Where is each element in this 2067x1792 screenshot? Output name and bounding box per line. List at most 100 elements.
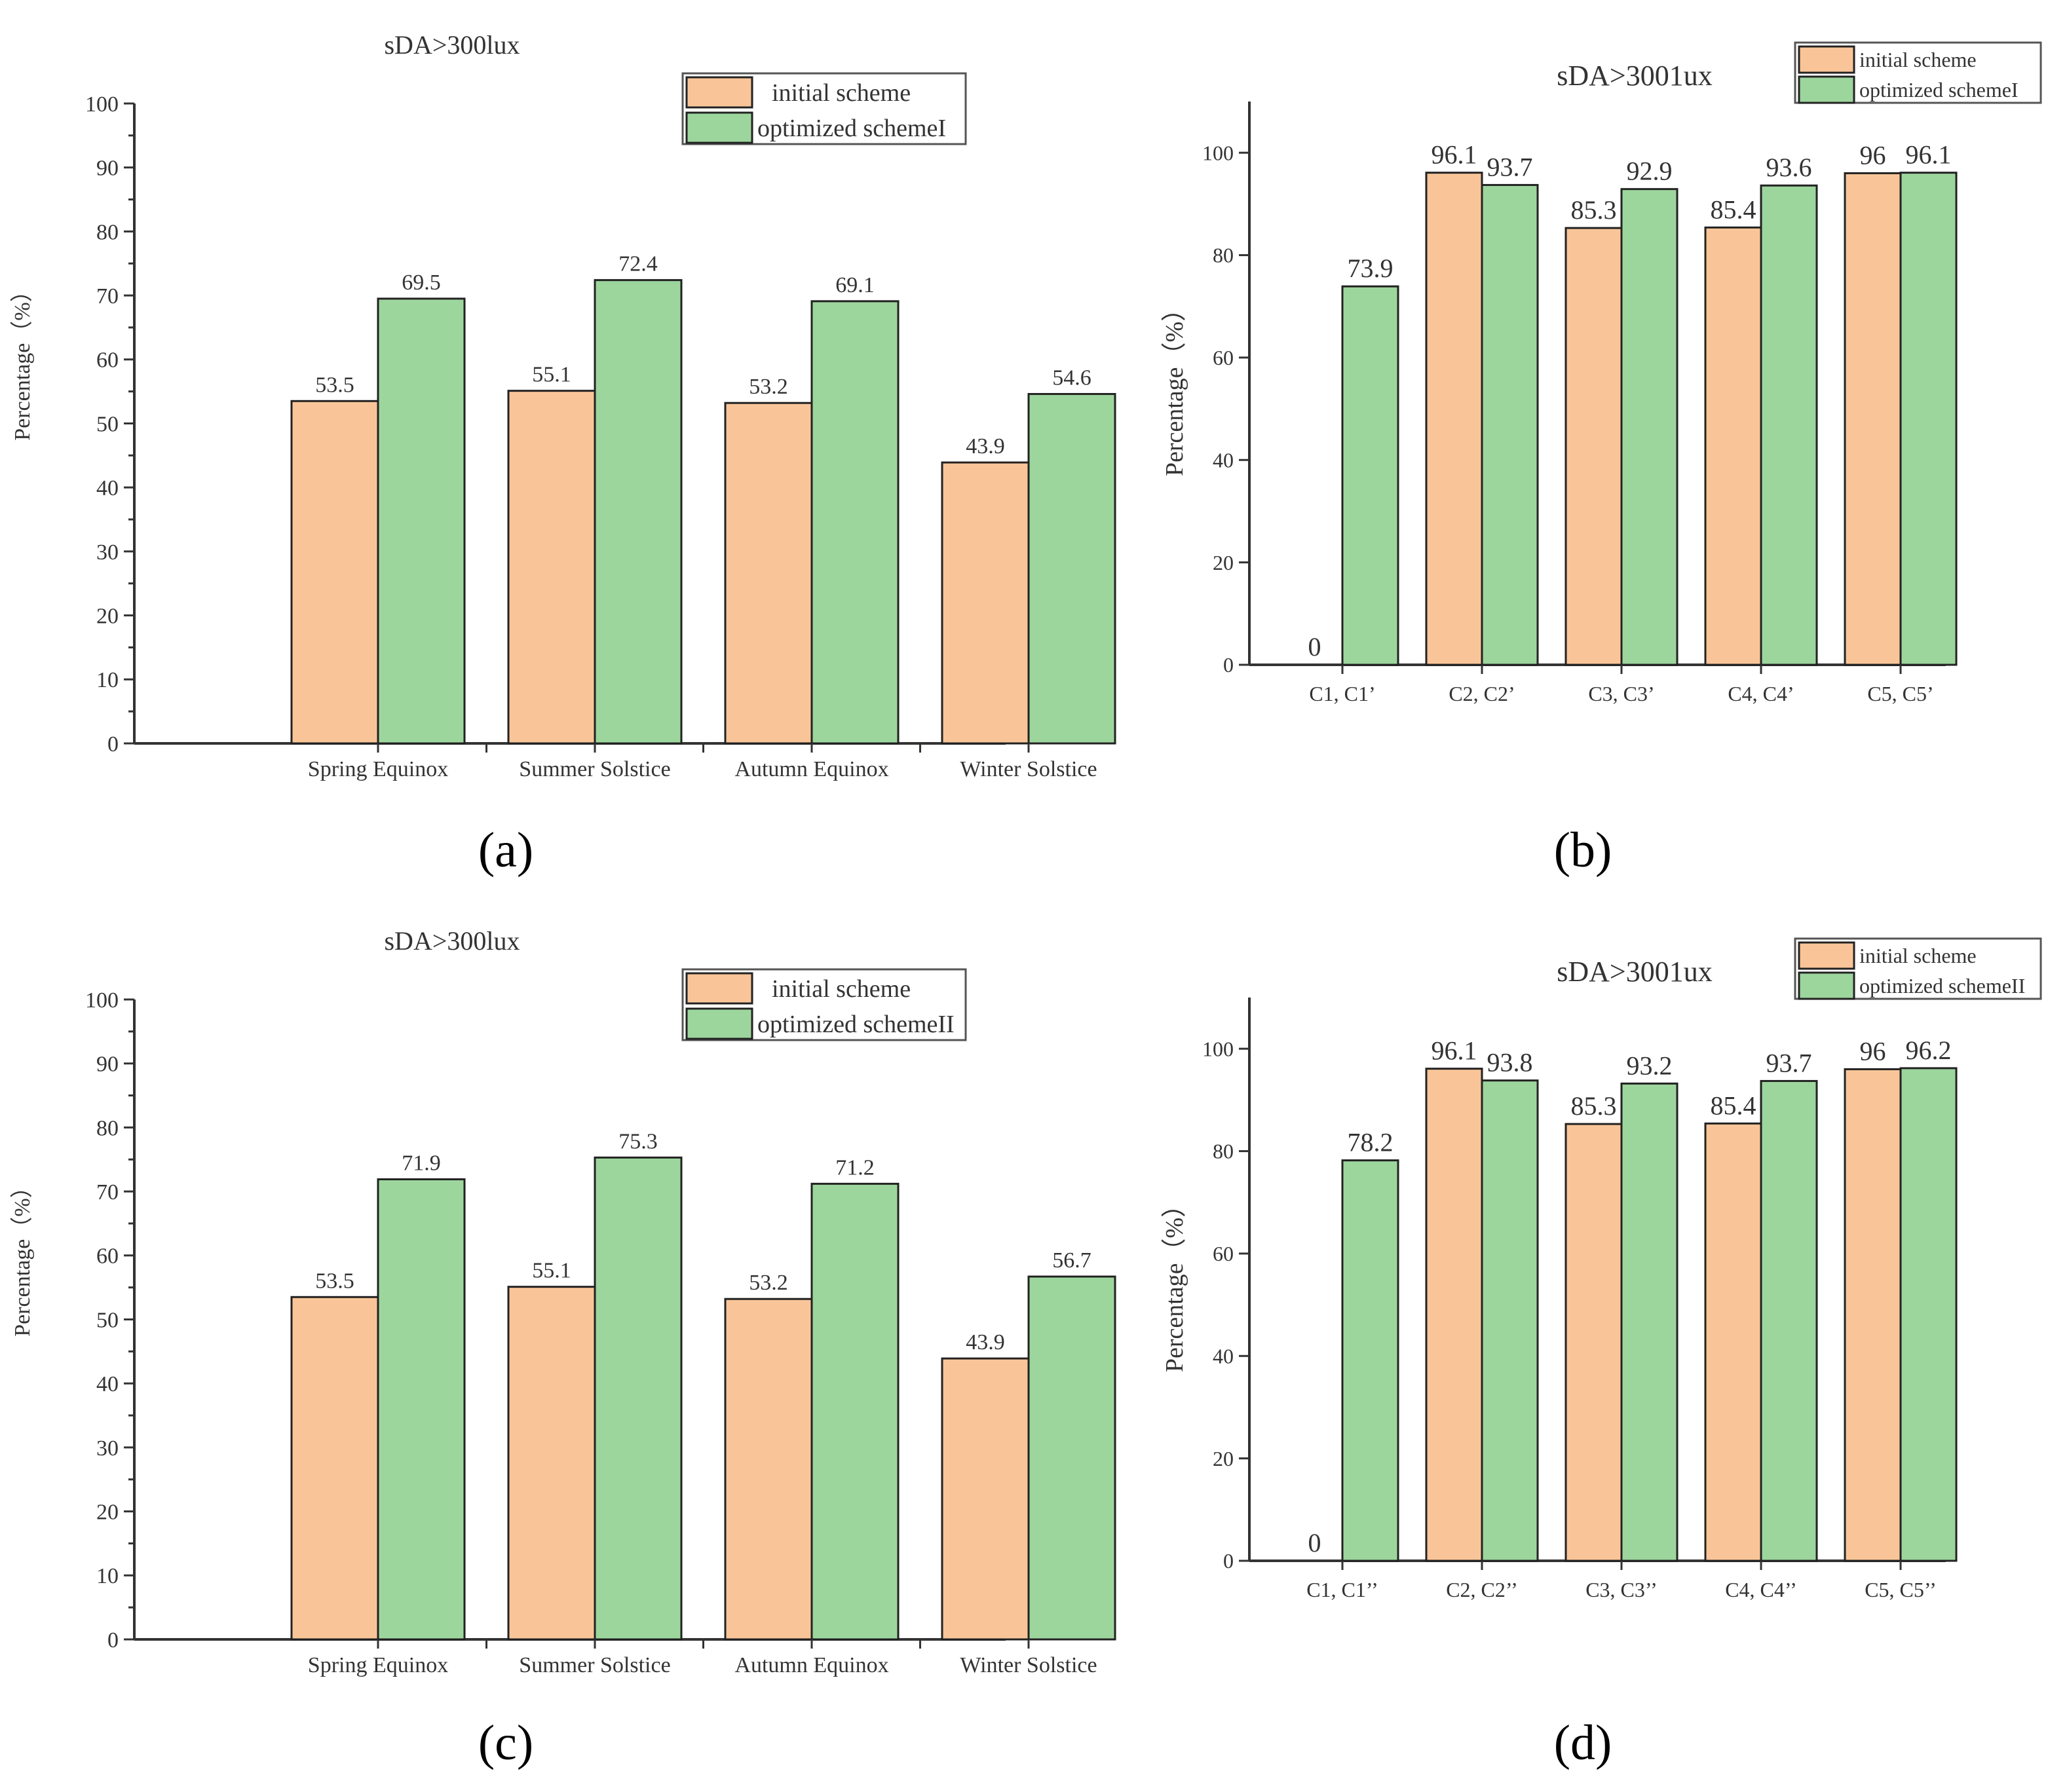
chart-c-legend-label: initial scheme [772,975,911,1003]
chart-c-ytick-label: 10 [96,1564,119,1588]
chart-b-legend-label: optimized schemeI [1859,78,2019,102]
chart-b-bar-optimized-3 [1620,188,1678,666]
chart-c-bar-initial-4 [941,1357,1030,1641]
chart-a-legend-swatch-initial [685,76,753,109]
chart-c-value-label: 75.3 [618,1129,658,1153]
chart-d-bar-initial-4 [1704,1122,1762,1562]
chart-a-value-label: 72.4 [618,252,658,276]
chart-a-value-label: 55.1 [532,363,571,387]
chart-a-legend-swatch-optimized [685,111,753,144]
chart-a-ylabel: Percentage（%） [10,280,35,440]
chart-c-value-label: 55.1 [532,1259,571,1283]
chart-a-title: sDA>300lux [384,30,520,60]
chart-c-bar-optimized-4 [1027,1275,1116,1641]
chart-b-value-label: 93.6 [1766,153,1812,182]
chart-a-ytick-label: 30 [96,540,119,565]
chart-panel-b: sDA>3001ux Percentage（%） 0 20 40 60 80 100 0 73.9… [1035,0,2067,896]
chart-c-legend-swatch-optimized [685,1007,753,1040]
chart-a-ytick-label: 60 [96,348,119,373]
chart-a-ytick-label: 90 [96,157,119,181]
chart-d-legend-label: initial scheme [1859,944,1977,967]
chart-a-ytick-label: 40 [96,476,119,500]
panel-label-a: (a) [478,823,534,878]
chart-c-ytick-label: 90 [96,1053,119,1077]
chart-d-value-label: 85.4 [1711,1091,1756,1120]
chart-b-ytick-label: 40 [1213,448,1234,472]
chart-a-bar-initial-3 [724,401,813,745]
chart-a-category-label: Autumn Equinox [734,757,888,781]
chart-b-bar-optimized-1 [1341,285,1399,666]
chart-c-value-label: 53.2 [749,1271,788,1295]
chart-c-ytick-label: 0 [107,1628,119,1652]
chart-d-ytick-label: 20 [1213,1447,1234,1470]
chart-b: sDA>3001ux Percentage（%） 0 20 40 60 80 100 0 73.9… [1161,41,2042,705]
chart-c-legend-swatch-initial [685,972,753,1005]
chart-panel-c: sDA>300lux Percentage（%） 0 10 20 30 40 50 60 70 80… [0,896,1116,1792]
chart-b-value-label: 92.9 [1627,157,1673,186]
chart-b-category-label: C5, C5’ [1867,682,1933,705]
chart-a-ytick-label: 50 [96,412,119,436]
chart-b-value-label: 96.1 [1432,140,1477,170]
chart-a-bar-initial-4 [941,461,1030,745]
chart-d-ytick-label: 80 [1213,1140,1234,1163]
chart-a-ytick-label: 80 [96,220,119,244]
chart-b-category-label: C3, C3’ [1588,682,1654,705]
chart-b-bar-optimized-4 [1760,184,1818,666]
chart-b-bar-initial-4 [1704,226,1762,666]
chart-a-category-label: Summer Solstice [519,757,670,781]
chart-b-value-label: 93.7 [1487,152,1533,181]
chart-c: sDA>300lux Percentage（%） 0 10 20 30 40 50 60 70 80… [10,926,1116,1677]
chart-a-value-label: 53.5 [315,373,354,397]
chart-a-value-label: 54.6 [1052,366,1091,390]
chart-d-value-label: 96 [1860,1036,1886,1066]
chart-d-ytick-label: 60 [1213,1242,1234,1265]
chart-d-title: sDA>3001ux [1557,956,1713,988]
chart-d-value-label: 85.3 [1571,1091,1617,1121]
chart-d-bar-optimized-3 [1620,1082,1678,1562]
chart-d-legend-swatch-optimized [1798,971,1855,1000]
chart-c-bar-initial-1 [290,1296,379,1641]
chart-c-bar-initial-2 [507,1286,596,1641]
chart-b-value-label: 73.9 [1348,253,1394,283]
chart-b-category-label: C2, C2’ [1449,682,1515,705]
chart-d-ytick-label: 0 [1223,1549,1234,1573]
chart-a-legend-label: initial scheme [772,79,911,107]
chart-c-ytick-label: 70 [96,1180,119,1204]
chart-b-ytick-label: 60 [1213,346,1234,369]
chart-b-value-label: 0 [1308,632,1321,662]
chart-b-legend-swatch-initial [1798,45,1855,74]
chart-b-legend-swatch-optimized [1798,75,1855,104]
chart-d-value-label: 78.2 [1348,1128,1394,1157]
chart-a-category-label: Winter Solstice [960,757,1097,781]
chart-a-value-label: 69.5 [402,271,441,295]
chart-a-ytick-label: 0 [107,732,119,756]
chart-d-ylabel: Percentage（%） [1161,1193,1188,1372]
chart-b-category-label: C4, C4’ [1728,682,1794,705]
chart-b-bar-initial-3 [1564,227,1623,666]
chart-c-value-label: 53.5 [315,1269,354,1293]
chart-a-ytick-label: 20 [96,605,119,629]
chart-d-bar-optimized-5 [1899,1067,1958,1562]
chart-a-bar-initial-2 [507,390,596,745]
chart-c-ytick-label: 60 [96,1244,119,1269]
chart-d-bar-initial-3 [1564,1123,1623,1562]
chart-b-ytick-label: 80 [1213,244,1234,267]
panel-label-c: (c) [478,1715,534,1770]
chart-b-value-label: 96.1 [1906,140,1952,170]
chart-a-bar-optimized-2 [594,279,683,745]
chart-c-ytick-label: 30 [96,1436,119,1461]
chart-a-ytick-label: 70 [96,284,119,308]
chart-c-bar-optimized-1 [377,1178,466,1641]
chart-c-value-label: 71.9 [402,1151,441,1176]
chart-d-category-label: C5, C5’’ [1865,1578,1937,1601]
chart-c-ytick-label: 20 [96,1501,119,1525]
chart-a-bar-optimized-3 [810,300,900,745]
chart-d-category-label: C3, C3’’ [1585,1578,1658,1601]
chart-panel-a: sDA>300lux Percentage（%） 0 10 20 30 40 50 60 70 80… [0,0,1116,896]
chart-a-bar-optimized-4 [1027,393,1116,745]
chart-b-bar-optimized-2 [1481,183,1539,666]
chart-c-bar-initial-3 [724,1297,813,1641]
chart-d-category-label: C4, C4’’ [1725,1578,1797,1601]
chart-a-bar-optimized-1 [377,297,466,745]
chart-a-value-label: 43.9 [966,434,1005,458]
